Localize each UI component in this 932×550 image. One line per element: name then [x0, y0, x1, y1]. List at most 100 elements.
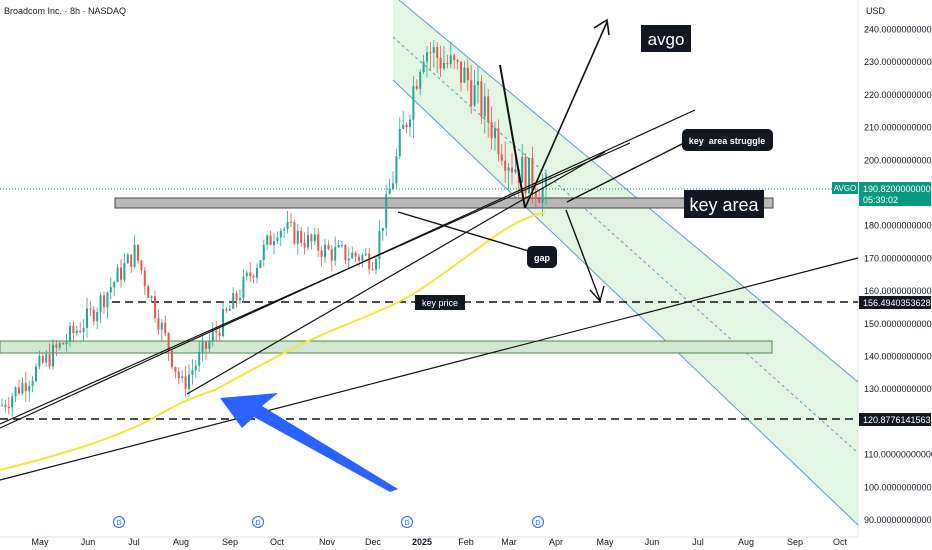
level-tag-upper-text: 156.49403536289 [863, 298, 932, 308]
candle-body [296, 230, 299, 244]
candle-body [82, 327, 85, 333]
descending-channel [393, 0, 858, 525]
candle-body [341, 244, 343, 246]
candle-body [473, 85, 476, 106]
candle-body [443, 63, 445, 69]
key-area-label-text: key area [689, 195, 759, 215]
candle-body [184, 376, 187, 389]
candle-body [303, 242, 306, 248]
candle-body [405, 124, 408, 127]
candle-body [194, 365, 197, 371]
candle-body [327, 244, 330, 250]
candle-body [381, 227, 384, 232]
gap-label-text: gap [534, 253, 551, 263]
dividend-event-letter: D [535, 520, 540, 527]
candle-body [164, 322, 167, 334]
candle-body [116, 267, 119, 283]
dividend-event-marker[interactable] [401, 516, 413, 528]
candle-body [126, 254, 129, 264]
candle-body [1, 404, 3, 406]
current-price-tag[interactable]: AVGO 190.82000000000 05:39:02 [832, 182, 932, 206]
price-scale-bg [858, 0, 932, 550]
gap-label[interactable]: gap [527, 246, 557, 268]
candle-body [439, 57, 442, 69]
time-tick-label: Aug [173, 537, 189, 547]
price-tag-symbol: AVGO [834, 184, 857, 193]
time-tick-label: Oct [270, 537, 285, 547]
candle-body [69, 325, 71, 342]
candle-body [286, 221, 289, 230]
dividend-event-marker[interactable] [532, 516, 544, 528]
support-zone [0, 340, 773, 354]
currency-label: USD [866, 6, 886, 16]
level-tag-lower[interactable]: 120.87761415636 [859, 413, 932, 426]
candle-body [415, 86, 418, 89]
candle-body [86, 308, 88, 328]
candle-body [419, 71, 422, 89]
candle-body [483, 96, 486, 117]
candle-body [259, 260, 262, 268]
candle-body [347, 258, 350, 261]
candle-body [283, 229, 286, 231]
price-tick-label: 200.000000000000 [864, 155, 932, 165]
time-tick-label: Feb [458, 537, 474, 547]
candle-body [466, 67, 469, 81]
candle-body [262, 244, 265, 261]
candle-body [310, 234, 313, 242]
candle-body [541, 187, 544, 203]
time-tick-label: Jul [128, 537, 140, 547]
candle-body [497, 128, 500, 155]
price-tick-label: 140.000000000000 [864, 352, 932, 362]
candle-body [120, 267, 122, 280]
candle-body [150, 296, 153, 298]
price-tick-label: 160.000000000000 [864, 286, 932, 296]
price-tick-label: 130.000000000000 [864, 384, 932, 394]
candle-body [337, 245, 340, 248]
candle-body [371, 269, 374, 271]
candle-body [31, 380, 34, 386]
candle-body [222, 309, 224, 336]
candle-body [79, 330, 82, 333]
level-tag-upper[interactable]: 156.49403536289 [859, 296, 932, 309]
candle-body [18, 387, 20, 394]
candle-body [249, 272, 252, 276]
avgo-label[interactable]: avgo [641, 25, 691, 52]
time-tick-label: Aug [738, 537, 754, 547]
candle-body [137, 244, 139, 261]
candle-body [130, 254, 133, 267]
candle-body [354, 252, 357, 257]
candle-body [402, 124, 405, 129]
price-tick-label: 240.000000000000 [864, 25, 932, 35]
candle-body [157, 317, 160, 330]
price-tick-label: 110.000000000000 [864, 450, 932, 460]
candle-body [344, 244, 347, 261]
key-area-struggle-label[interactable]: key area struggle [682, 129, 773, 151]
candle-body [279, 230, 282, 238]
dividend-event-marker[interactable] [252, 516, 264, 528]
key-area-label[interactable]: key area [684, 190, 764, 218]
candle-body [375, 259, 377, 270]
candle-body [177, 371, 180, 379]
candle-body [269, 235, 272, 245]
candle-body [154, 296, 156, 318]
candle-body [11, 396, 14, 408]
candle-body [96, 312, 99, 322]
candle-body [531, 157, 534, 192]
dividend-event-marker[interactable] [113, 516, 125, 528]
candle-body [252, 275, 255, 278]
candle-body [317, 234, 320, 251]
candle-body [113, 282, 116, 288]
candle-body [41, 355, 44, 363]
candle-body [28, 385, 31, 391]
candle-body [208, 340, 211, 349]
candle-body [487, 96, 490, 123]
candle-body [256, 267, 258, 278]
candle-body [58, 343, 61, 348]
candle-body [45, 353, 48, 363]
candle-body [228, 308, 231, 311]
candle-body [55, 344, 58, 348]
key-price-label[interactable]: key price [415, 295, 465, 310]
candle-body [426, 52, 428, 62]
